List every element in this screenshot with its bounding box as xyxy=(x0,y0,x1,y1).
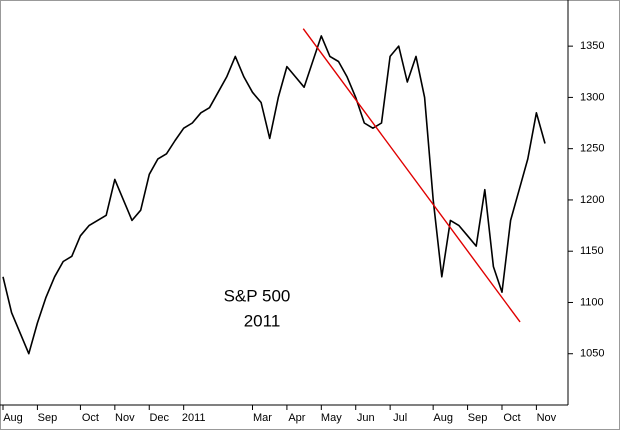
y-tick-label: 1350 xyxy=(580,40,604,52)
price-line xyxy=(2,35,546,355)
x-tick-label: Jul xyxy=(393,412,407,424)
x-tick-label: May xyxy=(321,412,342,424)
y-tick-label: 1200 xyxy=(580,194,604,206)
x-tick-label: Aug xyxy=(433,412,453,424)
y-tick-label: 1100 xyxy=(580,296,604,308)
x-tick-label: Oct xyxy=(82,412,99,424)
y-tick-label: 1300 xyxy=(580,91,604,103)
x-tick-label: Nov xyxy=(537,412,557,424)
x-tick-label: 2011 xyxy=(182,412,206,424)
annotation: S&P 500 xyxy=(224,286,291,305)
trend-line xyxy=(302,28,521,323)
x-tick-label: Mar xyxy=(253,412,272,424)
x-tick-label: Sep xyxy=(38,412,58,424)
x-tick-label: Oct xyxy=(503,412,520,424)
y-tick-label: 1050 xyxy=(580,348,604,360)
annotation: 2011 xyxy=(244,311,281,330)
x-tick-label: Jun xyxy=(357,412,375,424)
y-tick-label: 1150 xyxy=(580,245,604,257)
x-tick-label: Dec xyxy=(149,412,169,424)
x-tick-label: Aug xyxy=(3,412,23,424)
x-tick-label: Apr xyxy=(288,412,305,424)
x-tick-label: Nov xyxy=(115,412,135,424)
x-tick-label: Sep xyxy=(468,412,488,424)
y-tick-label: 1250 xyxy=(580,143,604,155)
